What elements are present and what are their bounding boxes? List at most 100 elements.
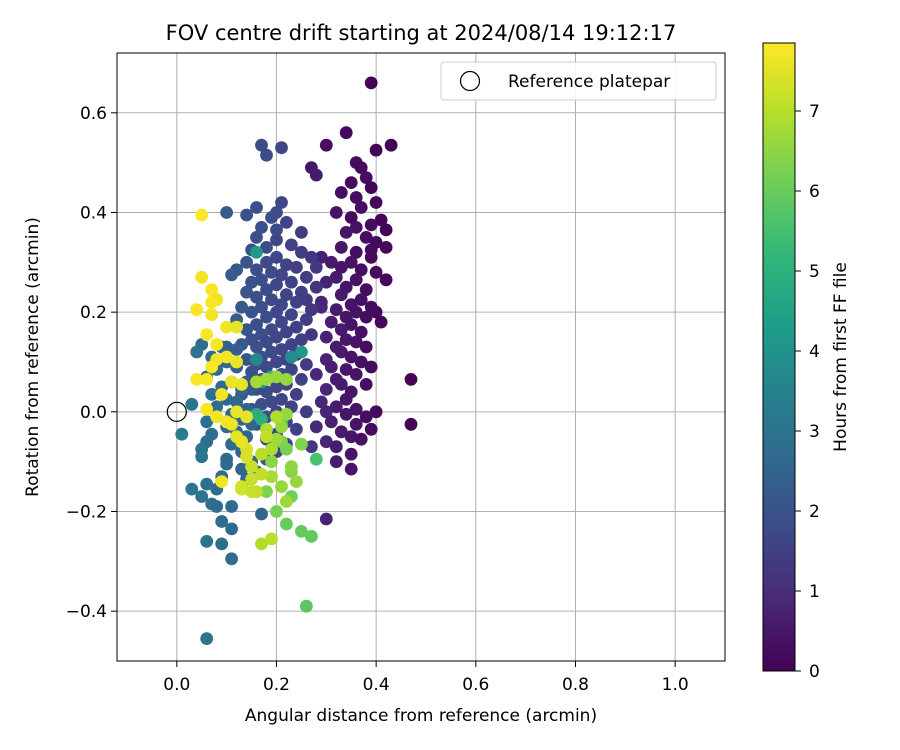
legend-box <box>440 61 717 101</box>
data-point <box>309 260 323 274</box>
data-point <box>280 373 293 386</box>
data-point <box>200 415 214 429</box>
data-point <box>225 375 239 389</box>
data-point <box>175 427 189 441</box>
x-tick-label: 0.0 <box>163 675 190 695</box>
data-point <box>240 353 254 366</box>
x-tick-label: 0.6 <box>462 675 489 695</box>
data-point <box>245 305 258 319</box>
data-point <box>354 161 368 175</box>
data-point <box>200 328 214 341</box>
data-point <box>359 171 373 185</box>
data-point <box>200 402 214 416</box>
colorbar-tick-label: 5 <box>809 262 820 282</box>
data-point <box>275 141 288 155</box>
data-point <box>225 500 239 513</box>
data-points <box>175 76 418 645</box>
data-point <box>344 211 358 224</box>
data-point <box>260 241 273 254</box>
data-point <box>280 407 293 421</box>
data-point <box>305 530 318 543</box>
data-point <box>280 216 293 229</box>
data-point <box>359 310 373 324</box>
x-tick-label: 1.0 <box>662 675 689 695</box>
data-point <box>215 475 229 488</box>
data-point <box>349 417 363 431</box>
data-point <box>285 338 298 351</box>
data-point <box>265 211 278 224</box>
data-point <box>250 245 263 259</box>
data-point <box>255 507 268 521</box>
data-point <box>245 365 258 379</box>
data-point <box>280 495 293 508</box>
legend-label: Reference platepar <box>508 72 670 92</box>
data-point <box>240 285 254 299</box>
data-point <box>359 378 373 391</box>
data-point <box>290 260 303 274</box>
data-point <box>319 512 333 526</box>
data-point <box>275 420 288 434</box>
data-point <box>305 328 318 341</box>
data-point <box>329 400 343 414</box>
data-point <box>245 460 258 473</box>
data-point <box>290 388 303 401</box>
data-point <box>265 442 278 456</box>
data-point <box>329 455 343 469</box>
data-point <box>270 233 283 247</box>
data-point <box>324 255 338 269</box>
data-point <box>240 323 254 336</box>
data-point <box>255 537 268 551</box>
data-point <box>404 417 418 431</box>
colorbar-tick-label: 1 <box>809 582 820 602</box>
data-point <box>285 275 298 289</box>
data-point <box>260 255 273 269</box>
data-point <box>265 345 278 359</box>
data-point <box>210 410 224 424</box>
data-point <box>349 221 363 234</box>
data-point <box>265 395 278 409</box>
y-tick-label: 0.2 <box>80 303 107 323</box>
data-point <box>300 313 313 326</box>
data-point <box>354 355 368 369</box>
data-point <box>270 223 283 237</box>
data-point <box>215 515 229 528</box>
data-point <box>300 405 313 419</box>
data-point <box>295 525 308 538</box>
data-point <box>305 303 318 317</box>
y-tick-label: −0.4 <box>66 602 107 622</box>
data-point <box>379 273 393 287</box>
data-point <box>334 425 348 439</box>
data-point <box>270 380 283 394</box>
colorbar-ticks: 0 1 2 3 4 5 6 7 <box>795 102 820 682</box>
data-point <box>240 208 254 222</box>
data-point <box>354 325 368 339</box>
data-point <box>265 455 278 469</box>
data-point <box>285 363 298 376</box>
data-point <box>324 315 338 329</box>
data-point <box>220 350 234 364</box>
data-point <box>255 221 268 234</box>
data-point <box>319 138 333 152</box>
data-point <box>364 243 378 257</box>
data-point <box>270 505 283 518</box>
data-point <box>329 206 343 219</box>
data-point <box>319 383 333 396</box>
data-point <box>230 355 244 369</box>
data-point <box>354 201 368 214</box>
data-point <box>305 440 318 454</box>
data-point <box>305 250 318 264</box>
data-point <box>255 412 268 426</box>
data-point <box>334 345 348 359</box>
data-point <box>245 485 258 498</box>
colorbar-gradient <box>763 43 795 671</box>
data-point <box>349 245 363 259</box>
legend: Reference platepar <box>440 61 717 101</box>
y-axis-label: Rotation from reference (arcmin) <box>23 217 43 497</box>
data-point <box>359 283 373 297</box>
data-point <box>290 475 303 488</box>
data-point <box>319 275 333 289</box>
data-point <box>364 76 378 90</box>
data-point <box>260 373 273 386</box>
data-point <box>384 138 398 152</box>
data-point <box>314 395 328 409</box>
